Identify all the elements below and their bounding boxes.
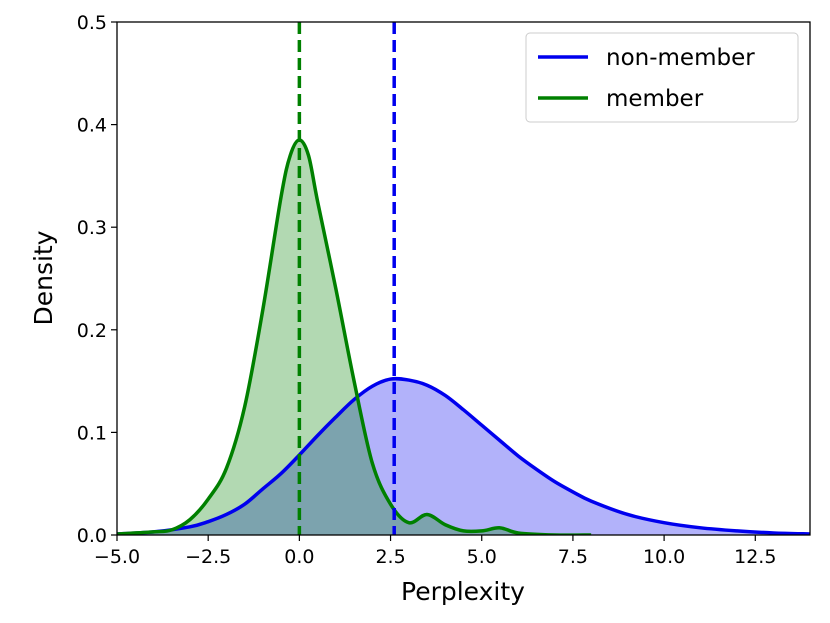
x-axis-label: Perplexity [401, 577, 525, 606]
y-tick-label: 0.4 [77, 115, 107, 137]
y-tick-label: 0.1 [77, 422, 107, 444]
legend-box [525, 32, 799, 123]
x-tick-label: 0.0 [284, 546, 314, 568]
y-tick-label: 0.5 [77, 12, 107, 34]
y-tick-label: 0.0 [77, 525, 107, 547]
legend-label-member: member [606, 86, 704, 112]
y-axis-label: Density [29, 230, 58, 325]
y-tick-label: 0.3 [77, 217, 107, 239]
x-tick-label: −2.5 [185, 546, 231, 568]
x-axis-ticks: −5.0 −2.5 0.0 2.5 5.0 7.5 10.0 12.5 [94, 535, 776, 568]
y-axis-ticks: 0.0 0.1 0.2 0.3 0.4 0.5 [77, 12, 117, 547]
x-tick-label: 10.0 [643, 546, 685, 568]
x-tick-label: 12.5 [734, 546, 776, 568]
density-lines [117, 138, 810, 535]
density-fill-non-member [117, 378, 810, 535]
density-curve-non-member [117, 376, 810, 535]
x-tick-label: 5.0 [467, 546, 497, 568]
y-tick-label: 0.2 [77, 320, 107, 342]
density-fills [117, 139, 810, 535]
x-tick-label: −5.0 [94, 546, 140, 568]
density-curve-member [117, 138, 592, 535]
legend-label-non-member: non-member [606, 45, 755, 71]
plot-frame [116, 21, 811, 536]
density-fill-member [117, 139, 592, 535]
legend: non-member member [525, 32, 799, 123]
x-tick-label: 7.5 [558, 546, 588, 568]
x-tick-label: 2.5 [375, 546, 405, 568]
mean-lines [297, 22, 396, 535]
